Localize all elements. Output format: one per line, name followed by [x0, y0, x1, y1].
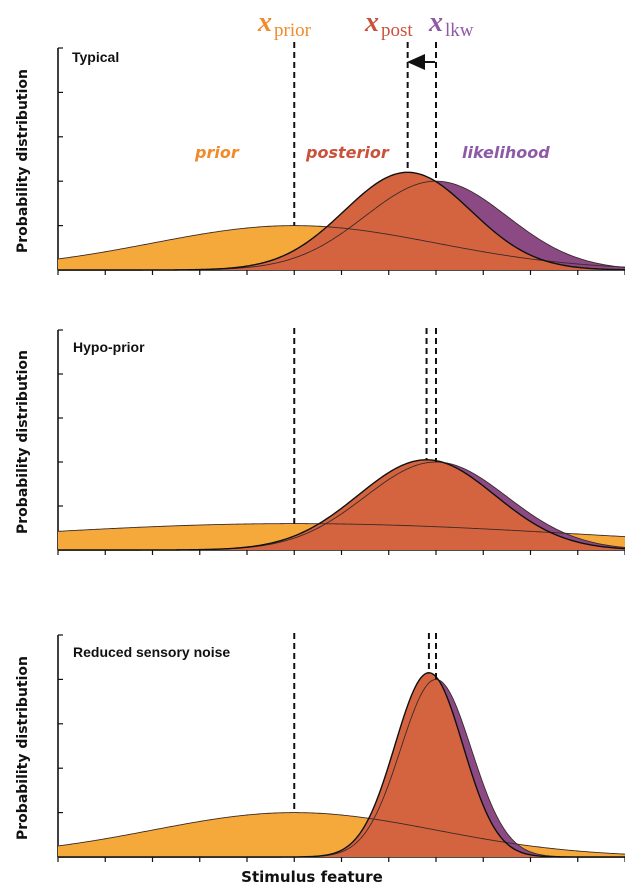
posterior-area: [58, 172, 625, 270]
posterior-curve: [58, 672, 625, 858]
posterior-curve: [58, 459, 625, 551]
label-likelihood: likelihood: [462, 143, 550, 162]
prior-curve: [57, 523, 625, 538]
y-axis-label: Probability distribution: [15, 69, 31, 253]
posterior-curve: [58, 171, 625, 271]
panel-typical: Typical Probability distribution: [15, 42, 625, 275]
x-post-symbol: x: [364, 7, 379, 38]
marker-x-post: x post: [364, 7, 413, 41]
x-prior-symbol: x: [257, 7, 272, 38]
panel-hypo-prior: Hypo-prior Probability distribution: [15, 328, 625, 555]
prior-curve: [57, 812, 625, 855]
panel-title: Hypo-prior: [73, 339, 145, 355]
panel-title: Typical: [72, 49, 119, 65]
x-lkw-subscript: lkw: [445, 20, 474, 41]
posterior-area: [58, 672, 625, 857]
y-axis-label: Probability distribution: [15, 656, 31, 840]
posterior-area: [58, 459, 625, 550]
prior-curve: [57, 225, 625, 268]
x-post-subscript: post: [381, 20, 413, 41]
y-axis-label: Probability distribution: [15, 350, 31, 534]
marker-x-prior: x prior: [257, 7, 312, 41]
x-lkw-symbol: x: [428, 7, 443, 38]
x-prior-subscript: prior: [274, 20, 312, 41]
panel-title: Reduced sensory noise: [73, 644, 230, 660]
marker-x-lkw: x lkw: [428, 7, 474, 41]
x-axis-label: Stimulus feature: [241, 868, 383, 886]
panel-reduced-sensory-noise: Reduced sensory noise Probability distrib…: [15, 633, 625, 862]
label-prior: prior: [194, 143, 240, 162]
label-posterior: posterior: [305, 143, 390, 162]
